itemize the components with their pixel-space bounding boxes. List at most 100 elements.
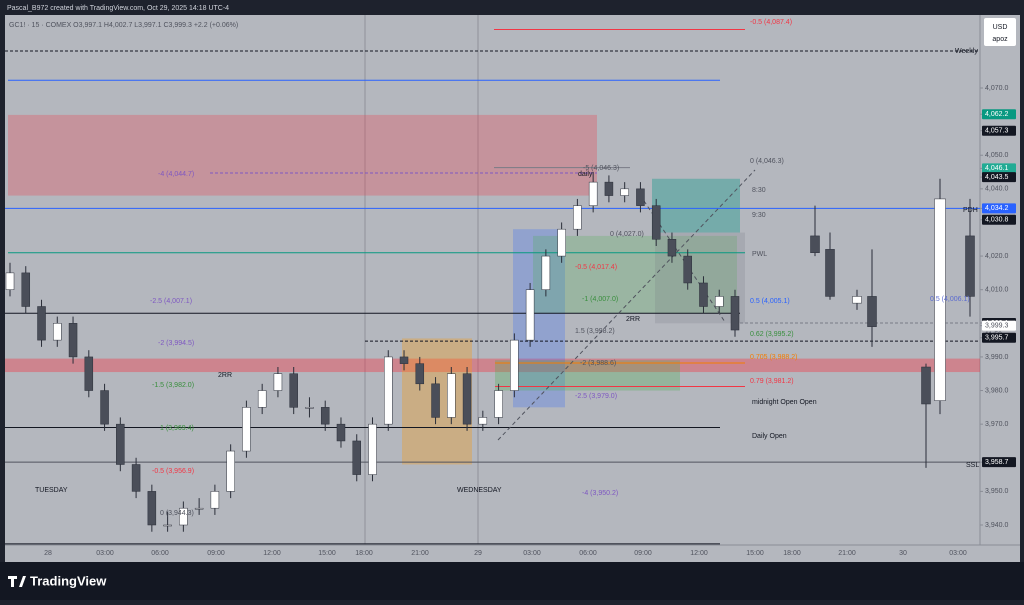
time-label: 12:00 — [690, 550, 708, 557]
price-tag — [982, 125, 1016, 136]
time-label: 15:00 — [318, 550, 336, 557]
candle-body — [131, 464, 141, 492]
price-label: 4,010.0 — [985, 287, 1008, 294]
candle-body — [810, 235, 820, 253]
candle-body — [84, 356, 94, 391]
logo: TradingView — [30, 573, 107, 588]
price-tag — [982, 203, 1016, 214]
candle-body — [53, 323, 62, 341]
annotation: WEDNESDAY — [457, 487, 502, 494]
candle-body — [399, 356, 409, 364]
unit: apoz — [992, 36, 1008, 43]
price-label: 3,950.0 — [985, 488, 1008, 495]
annotation: Weekly — [955, 48, 978, 55]
candle-body — [100, 390, 109, 425]
price-label: 3,990.0 — [985, 354, 1008, 361]
annotation: -5 (4,046.3) — [583, 165, 619, 172]
price-label: 4,040.0 — [985, 186, 1008, 193]
candle-body — [965, 235, 975, 297]
candle-body — [336, 423, 346, 442]
candle-body — [179, 507, 188, 526]
candle-body — [867, 296, 877, 327]
candle-body — [478, 417, 488, 425]
annotation: -4 (3,950.2) — [582, 490, 618, 497]
price-label: 4,046.1 — [985, 165, 1008, 172]
candle-body — [921, 366, 931, 405]
time-label: 06:00 — [151, 550, 169, 557]
zone — [495, 360, 680, 391]
candle-body — [194, 507, 204, 510]
candle-body — [852, 296, 862, 304]
time-label: 09:00 — [207, 550, 225, 557]
candle-body — [352, 440, 361, 475]
annotation: -1 (4,007.0) — [582, 296, 618, 303]
annotation: 2RR — [218, 372, 232, 379]
trend-line — [639, 194, 726, 323]
time-label: 15:00 — [746, 550, 764, 557]
candle-body — [699, 282, 708, 307]
annotation: 2RR — [626, 316, 640, 323]
annotation: -1.5 (3,982.0) — [152, 382, 194, 389]
chart-layer: -0.5 (4,087.4) Weekly -4 (4,044.7) daily-5 … — [5, 19, 1016, 557]
annotation: 1 (3,969.4) — [160, 425, 194, 432]
time-label: 18:00 — [355, 550, 373, 557]
candle-body — [147, 491, 157, 526]
annotation: Daily Open — [752, 433, 787, 440]
candle-body — [226, 450, 235, 492]
price-label: 4,070.0 — [985, 85, 1008, 92]
time-label: 29 — [474, 550, 482, 557]
time-label: 03:00 — [949, 550, 967, 557]
time-label: 12:00 — [263, 550, 281, 557]
price-tag — [982, 320, 1016, 331]
annotation: 1.5 (3,998.2) — [575, 328, 615, 335]
time-label: 30 — [899, 550, 907, 557]
price-tag — [982, 109, 1016, 120]
price-label: 4,020.0 — [985, 253, 1008, 260]
candle-body — [257, 390, 267, 408]
annotation: 0 (4,027.0) — [610, 231, 644, 238]
candle-body — [462, 373, 472, 425]
candle-body — [651, 205, 661, 240]
time-label: 03:00 — [96, 550, 114, 557]
annotation: 0 (4,046.3) — [750, 158, 784, 165]
annotation: daily — [578, 171, 593, 178]
price-label: 3,980.0 — [985, 387, 1008, 394]
candle-body — [210, 491, 220, 509]
price-label: 4,050.0 — [985, 152, 1008, 159]
annotation: 0.79 (3,981.2) — [750, 378, 794, 385]
candle-body — [37, 306, 46, 341]
logo-mark — [8, 576, 26, 587]
currency-box[interactable] — [984, 18, 1016, 46]
candle-body — [415, 363, 425, 385]
candle-body — [730, 296, 740, 331]
annotation: PDH — [963, 207, 978, 214]
annotation: midnight Open Open — [752, 399, 817, 406]
candle-body — [320, 407, 330, 425]
candle-body — [525, 289, 535, 341]
annotation: 0.62 (3,995.2) — [750, 331, 794, 338]
annotation: 0.705 (3,988.2) — [750, 354, 797, 361]
currency: USD — [993, 24, 1008, 31]
annotation: -2.5 (4,007.1) — [150, 298, 192, 305]
price-tag — [982, 163, 1016, 174]
candle-body — [825, 249, 835, 297]
price-label: 3,940.0 — [985, 522, 1008, 529]
annotation: 0 (3,944.3) — [160, 510, 194, 517]
candle-body — [541, 255, 551, 290]
zone — [513, 229, 565, 408]
candle-body — [667, 239, 677, 257]
candle-body — [557, 228, 566, 257]
candle-body — [289, 373, 298, 408]
candle-body — [68, 323, 78, 358]
footer — [0, 562, 1024, 600]
annotation: 0.5 (4,005.1) — [750, 298, 790, 305]
price-tag — [982, 457, 1016, 468]
candle-body — [714, 296, 724, 307]
annotation: -2.5 (3,979.0) — [575, 393, 617, 400]
candle-body — [683, 255, 692, 284]
candle-body — [934, 198, 946, 401]
candle-body — [573, 205, 582, 230]
trend-line — [497, 169, 756, 441]
price-tag — [982, 332, 1016, 343]
